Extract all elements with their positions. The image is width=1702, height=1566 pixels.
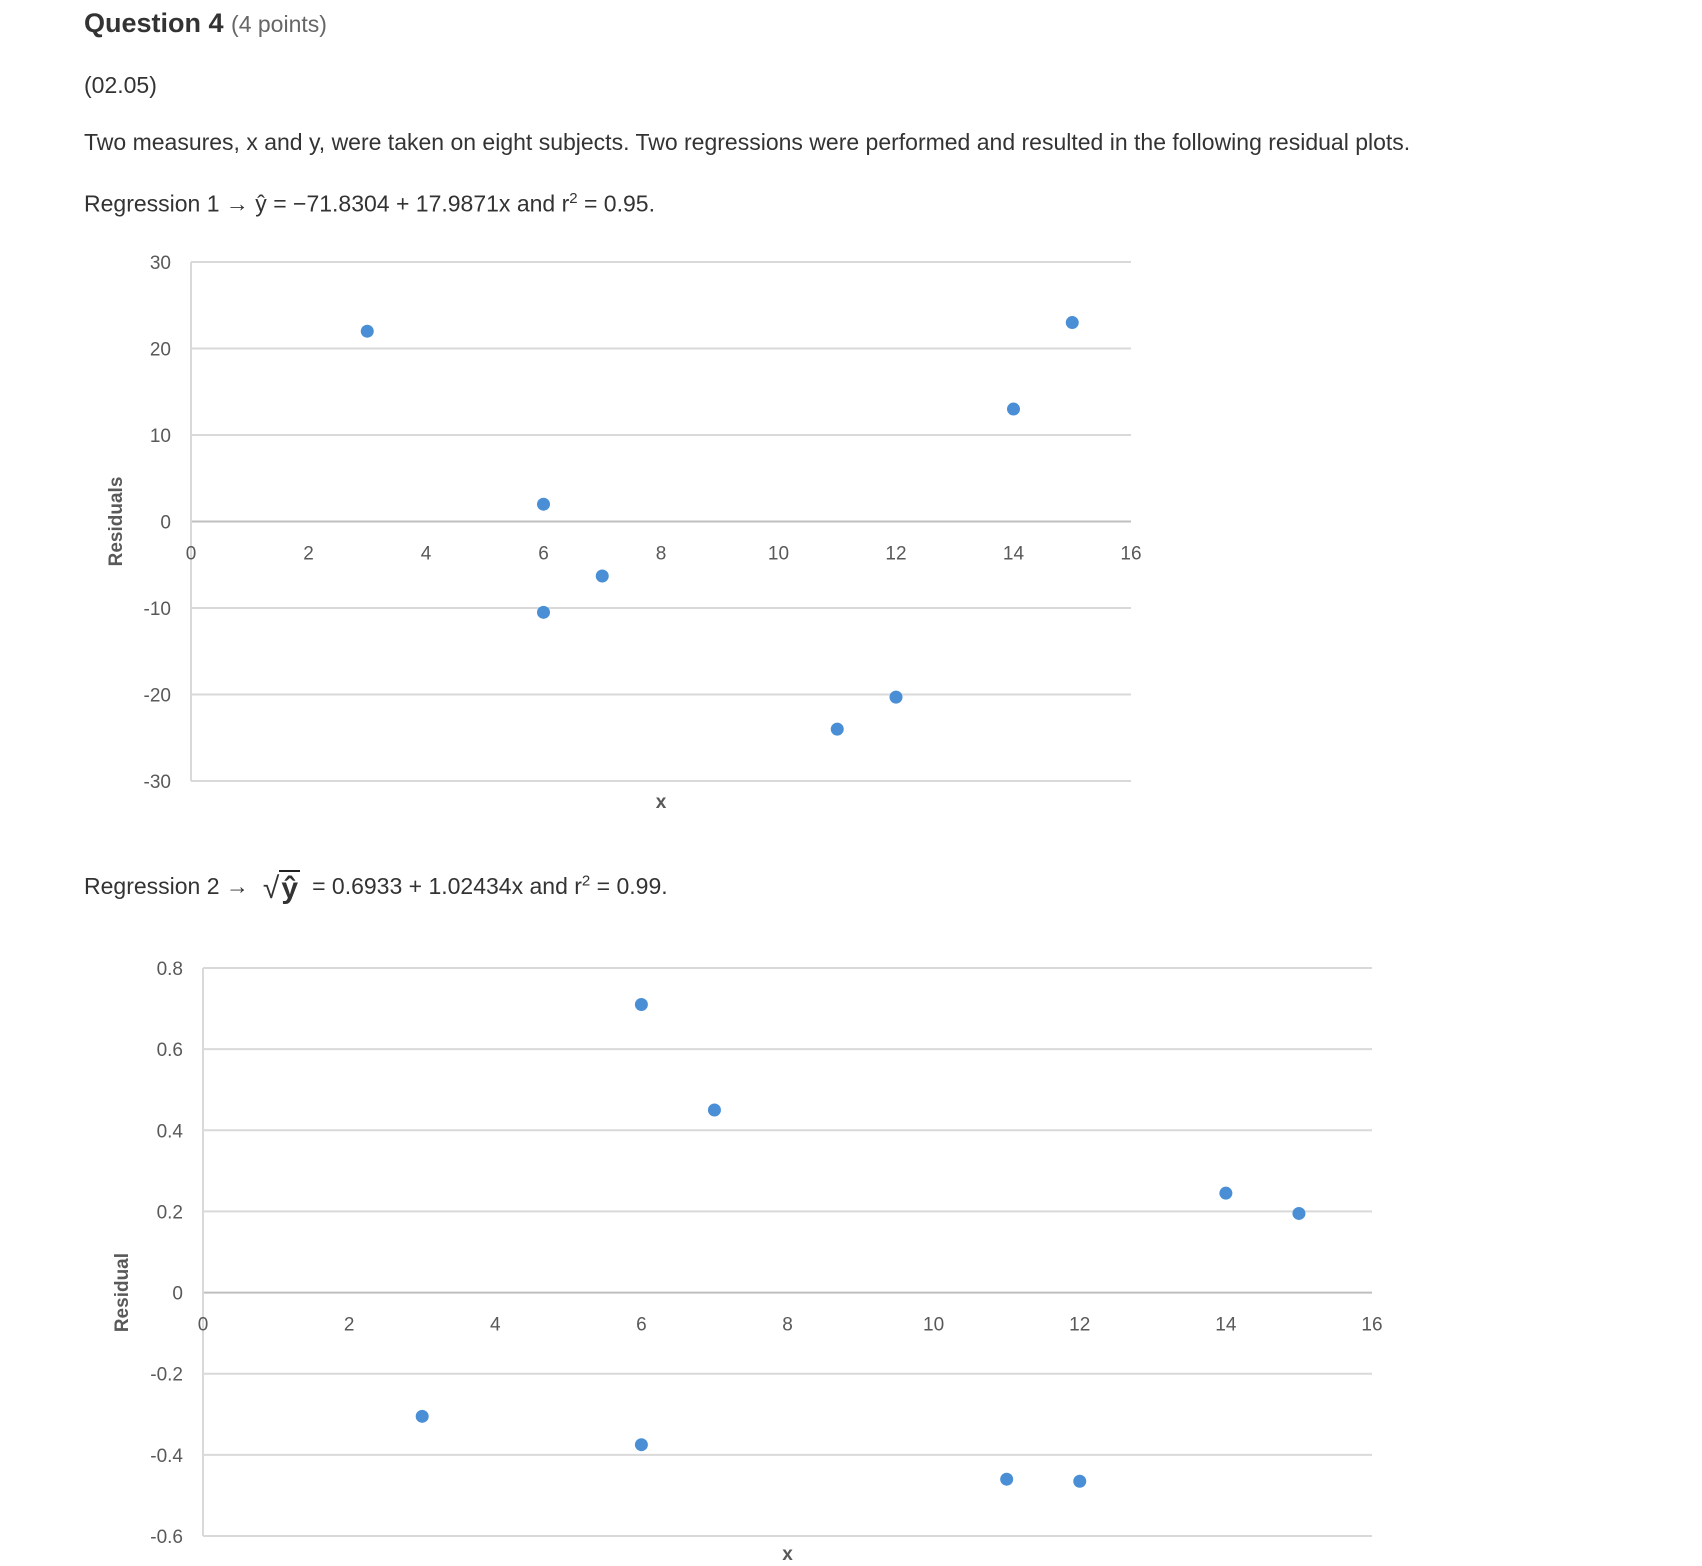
data-point xyxy=(707,1103,721,1117)
x-tick-label: 4 xyxy=(421,544,432,565)
x-tick-label: 2 xyxy=(344,1315,355,1336)
data-point xyxy=(1065,316,1079,330)
data-point xyxy=(1007,402,1020,416)
question-points: (4 points) xyxy=(231,11,327,37)
y-tick-label: 10 xyxy=(150,426,171,447)
data-point xyxy=(1073,1474,1087,1488)
regression-1-equation: Regression 1 → ŷ = −71.8304 + 17.9871x a… xyxy=(84,190,655,218)
x-tick-label: 10 xyxy=(768,544,789,565)
regression-2-equation: Regression 2 → √ŷ = 0.6933 + 1.02434x and … xyxy=(84,870,668,906)
data-point xyxy=(634,1438,648,1452)
x-tick-label: 6 xyxy=(636,1315,647,1336)
x-tick-label: 14 xyxy=(1215,1315,1237,1336)
x-tick-label: 2 xyxy=(303,544,314,565)
x-tick-label: 10 xyxy=(923,1315,944,1336)
x-tick-label: 16 xyxy=(1120,544,1141,565)
y-axis-label: Residuals xyxy=(106,477,127,567)
question-code: (02.05) xyxy=(84,72,157,98)
x-tick-label: 4 xyxy=(490,1315,501,1336)
y-axis-label: Residual xyxy=(112,1253,133,1332)
reg2-prefix: Regression 2 → xyxy=(84,873,249,899)
chart-1: 30 20 10 0 -10 -20 -30 0 2 4 6 8 10 12 14 16 Residuals x xyxy=(106,253,1142,813)
reg1-text: Regression 1 → ŷ = −71.8304 + 17.9871x a… xyxy=(84,190,570,217)
y-tick-label: 0.8 xyxy=(157,959,183,980)
y-tick-label: 0.4 xyxy=(157,1121,184,1142)
y-tick-label: -0.2 xyxy=(150,1365,183,1386)
x-axis-label: x xyxy=(656,792,667,813)
x-tick-label: 8 xyxy=(656,544,667,565)
reg2-suffix: = 0.99. xyxy=(590,873,668,899)
x-tick-label: 12 xyxy=(885,544,906,565)
data-point xyxy=(537,605,550,619)
data-point xyxy=(1000,1472,1014,1486)
y-tick-label: -0.4 xyxy=(150,1446,183,1467)
x-tick-label: 8 xyxy=(782,1315,793,1336)
data-point xyxy=(537,497,550,511)
y-tick-label: -30 xyxy=(144,772,171,793)
data-point xyxy=(830,722,844,736)
x-tick-label: 12 xyxy=(1069,1315,1090,1336)
y-tick-label: 0 xyxy=(160,513,171,534)
data-point xyxy=(1292,1206,1306,1220)
y-tick-label: 0 xyxy=(172,1284,183,1305)
reg1-exponent: 2 xyxy=(569,190,578,207)
x-tick-label: 16 xyxy=(1361,1315,1382,1336)
x-tick-label: 0 xyxy=(198,1315,209,1336)
x-tick-label: 14 xyxy=(1003,544,1025,565)
data-point xyxy=(415,1409,429,1423)
y-tick-label: -20 xyxy=(144,686,171,707)
data-point xyxy=(595,569,609,583)
x-tick-label: 6 xyxy=(538,544,549,565)
y-tick-label: -10 xyxy=(144,599,171,620)
y-tick-label: 0.2 xyxy=(157,1202,183,1223)
y-tick-label: 0.6 xyxy=(157,1040,183,1061)
reg2-exponent: 2 xyxy=(581,872,591,890)
sqrt-radicand: ŷ xyxy=(279,870,301,905)
data-point xyxy=(1219,1186,1233,1200)
y-tick-label: 30 xyxy=(150,253,171,274)
chart-2: 0.8 0.6 0.4 0.2 0 -0.2 -0.4 -0.6 0 2 4 6 8 10 12 14 16 Re… xyxy=(112,959,1383,1565)
data-point xyxy=(634,998,648,1012)
x-tick-label: 0 xyxy=(186,544,197,565)
question-intro: Two measures, x and y, were taken on eig… xyxy=(84,129,1411,155)
question-title: Question 4 (4 points) xyxy=(84,8,327,39)
sqrt-symbol: √ŷ xyxy=(262,870,301,905)
x-axis-label: x xyxy=(782,1544,793,1565)
reg2-text: = 0.6933 + 1.02434x and r xyxy=(312,873,582,899)
reg1-suffix: = 0.95. xyxy=(577,190,655,217)
data-point xyxy=(889,690,903,704)
y-tick-label: 20 xyxy=(150,340,171,361)
question-number: Question 4 xyxy=(84,8,224,38)
y-tick-label: -0.6 xyxy=(150,1527,183,1548)
data-point xyxy=(360,324,374,338)
